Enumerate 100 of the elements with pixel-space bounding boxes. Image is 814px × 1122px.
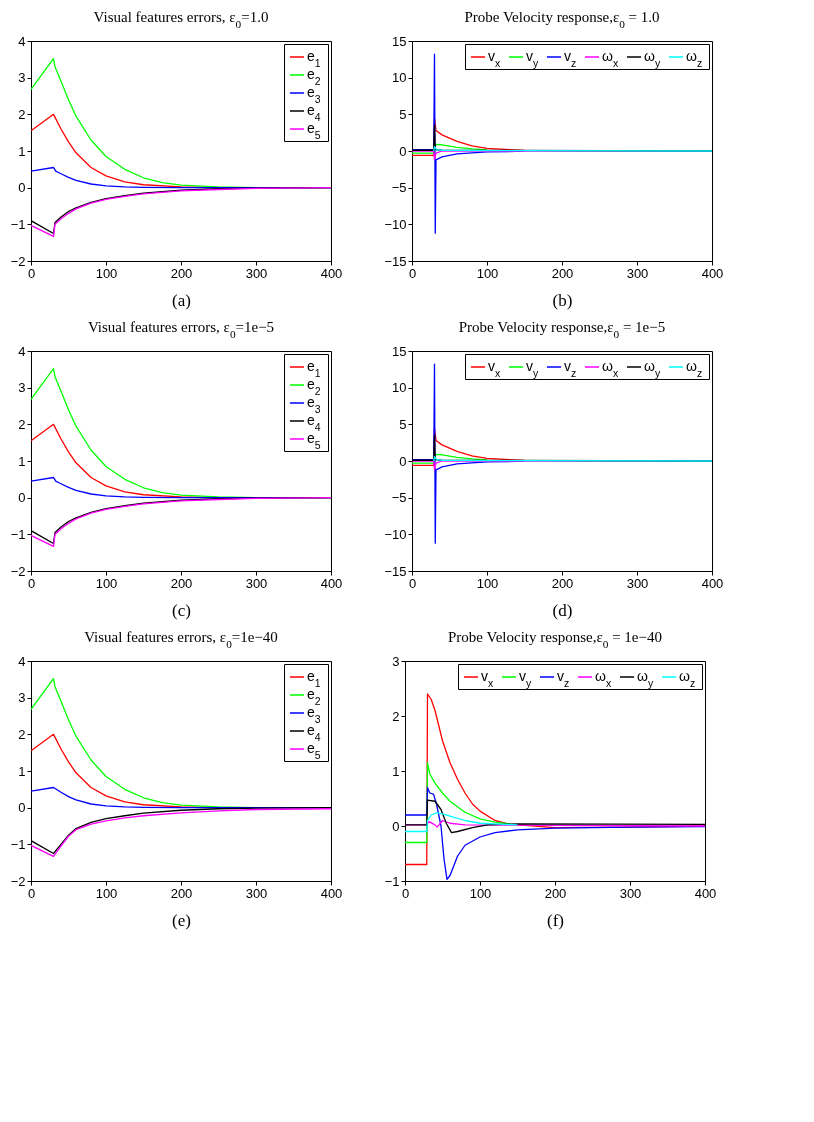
legend-label: ω$_{y}$ — [637, 668, 654, 689]
legend-label: e$_{4}$ — [307, 412, 321, 433]
y-tick-label: −1 — [10, 526, 26, 542]
y-tick-label: 0 — [18, 800, 26, 816]
legend-label: ω$_{z}$ — [686, 358, 703, 379]
x-tick-label: 400 — [320, 265, 343, 281]
legend-label: v$_{x}$ — [481, 668, 494, 689]
legend-label: e$_{1}$ — [307, 48, 321, 69]
y-tick-label: 15 — [392, 33, 407, 49]
y-tick-label: −2 — [10, 253, 26, 269]
x-tick-label: 300 — [245, 265, 268, 281]
x-tick-label: 200 — [544, 885, 567, 901]
text: (c) — [172, 600, 191, 620]
y-tick-label: 1 — [392, 763, 400, 779]
y-tick-label: 2 — [18, 106, 26, 122]
y-tick-label: 3 — [18, 70, 26, 86]
y-tick-label: 3 — [392, 653, 400, 669]
legend-label: e$_{1}$ — [307, 668, 321, 689]
y-tick-label: 4 — [18, 343, 26, 359]
y-tick-label: −5 — [391, 490, 407, 506]
text: (a) — [172, 290, 191, 310]
legend-label: e$_{4}$ — [307, 102, 321, 123]
x-tick-label: 400 — [694, 885, 717, 901]
y-tick-label: −2 — [10, 563, 26, 579]
y-tick-label: 2 — [18, 416, 26, 432]
y-tick-label: 15 — [392, 343, 407, 359]
y-tick-label: 10 — [392, 70, 407, 86]
y-tick-label: −5 — [391, 180, 407, 196]
y-tick-label: −2 — [10, 873, 26, 889]
y-tick-label: 0 — [18, 490, 26, 506]
legend-label: e$_{5}$ — [307, 430, 321, 451]
chart-title: Visual features errors, ε$_{0}$=1e−40 — [84, 629, 278, 650]
y-tick-label: 1 — [18, 763, 26, 779]
legend-label: v$_{z}$ — [557, 668, 570, 689]
x-tick-label: 300 — [619, 885, 642, 901]
x-tick-label: 400 — [320, 575, 343, 591]
x-tick-label: 100 — [476, 575, 499, 591]
y-tick-label: −1 — [10, 836, 26, 852]
x-tick-label: 100 — [469, 885, 492, 901]
legend-label: e$_{5}$ — [307, 740, 321, 761]
x-tick-label: 200 — [551, 575, 574, 591]
y-tick-label: 0 — [399, 143, 407, 159]
y-tick-label: 5 — [399, 416, 407, 432]
y-tick-label: −1 — [10, 216, 26, 232]
legend-label: ω$_{y}$ — [644, 48, 661, 69]
legend-label: e$_{3}$ — [307, 84, 321, 105]
y-tick-label: 2 — [18, 726, 26, 742]
legend-label: e$_{5}$ — [307, 120, 321, 141]
x-tick-label: 100 — [95, 265, 118, 281]
y-tick-label: 1 — [18, 453, 26, 469]
legend-label: e$_{2}$ — [307, 376, 321, 397]
x-tick-label: 300 — [626, 575, 649, 591]
x-tick-label: 100 — [476, 265, 499, 281]
y-tick-label: 0 — [399, 453, 407, 469]
y-tick-label: 3 — [18, 690, 26, 706]
legend-label: v$_{z}$ — [564, 358, 577, 379]
y-tick-label: −10 — [384, 216, 407, 232]
legend-label: v$_{x}$ — [488, 48, 501, 69]
legend-label: ω$_{z}$ — [679, 668, 696, 689]
x-tick-label: 400 — [701, 265, 724, 281]
legend-label: e$_{2}$ — [307, 686, 321, 707]
y-tick-label: 1 — [18, 143, 26, 159]
text: (b) — [552, 290, 573, 310]
y-tick-label: 3 — [18, 380, 26, 396]
y-tick-label: 2 — [392, 708, 400, 724]
x-tick-label: 400 — [320, 885, 343, 901]
legend-label: v$_{y}$ — [526, 358, 539, 379]
x-tick-label: 200 — [170, 265, 193, 281]
legend-label: e$_{3}$ — [307, 704, 321, 725]
legend-label: v$_{z}$ — [564, 48, 577, 69]
x-tick-label: 400 — [701, 575, 724, 591]
x-tick-label: 100 — [95, 575, 118, 591]
text: (e) — [172, 910, 191, 930]
y-tick-label: 4 — [18, 33, 26, 49]
legend-label: e$_{2}$ — [307, 66, 321, 87]
chart-title: Probe Velocity response,ε$_{0}$ = 1e−5 — [458, 319, 666, 340]
legend-label: ω$_{y}$ — [644, 358, 661, 379]
x-tick-label: 300 — [626, 265, 649, 281]
legend-label: v$_{y}$ — [526, 48, 539, 69]
chart-title: Probe Velocity response,ε$_{0}$ = 1e−40 — [448, 629, 662, 650]
legend-label: ω$_{x}$ — [602, 358, 619, 379]
x-tick-label: 200 — [551, 265, 574, 281]
legend-label: ω$_{x}$ — [602, 48, 619, 69]
x-tick-label: 300 — [245, 885, 268, 901]
y-tick-label: −1 — [384, 873, 400, 889]
x-tick-label: 300 — [245, 575, 268, 591]
y-tick-label: −10 — [384, 526, 407, 542]
chart-title: Visual features errors, ε$_{0}$=1.0 — [93, 9, 269, 30]
y-tick-label: 10 — [392, 380, 407, 396]
text: (d) — [552, 600, 573, 620]
legend-label: e$_{4}$ — [307, 722, 321, 743]
x-tick-label: 200 — [170, 885, 193, 901]
y-tick-label: 4 — [18, 653, 26, 669]
text: (f) — [547, 910, 564, 930]
chart-title: Probe Velocity response,ε$_{0}$ = 1.0 — [464, 9, 660, 30]
chart-title: Visual features errors, ε$_{0}$=1e−5 — [87, 319, 275, 340]
legend-label: ω$_{z}$ — [686, 48, 703, 69]
y-tick-label: 5 — [399, 106, 407, 122]
x-tick-label: 200 — [170, 575, 193, 591]
y-tick-label: 0 — [18, 180, 26, 196]
